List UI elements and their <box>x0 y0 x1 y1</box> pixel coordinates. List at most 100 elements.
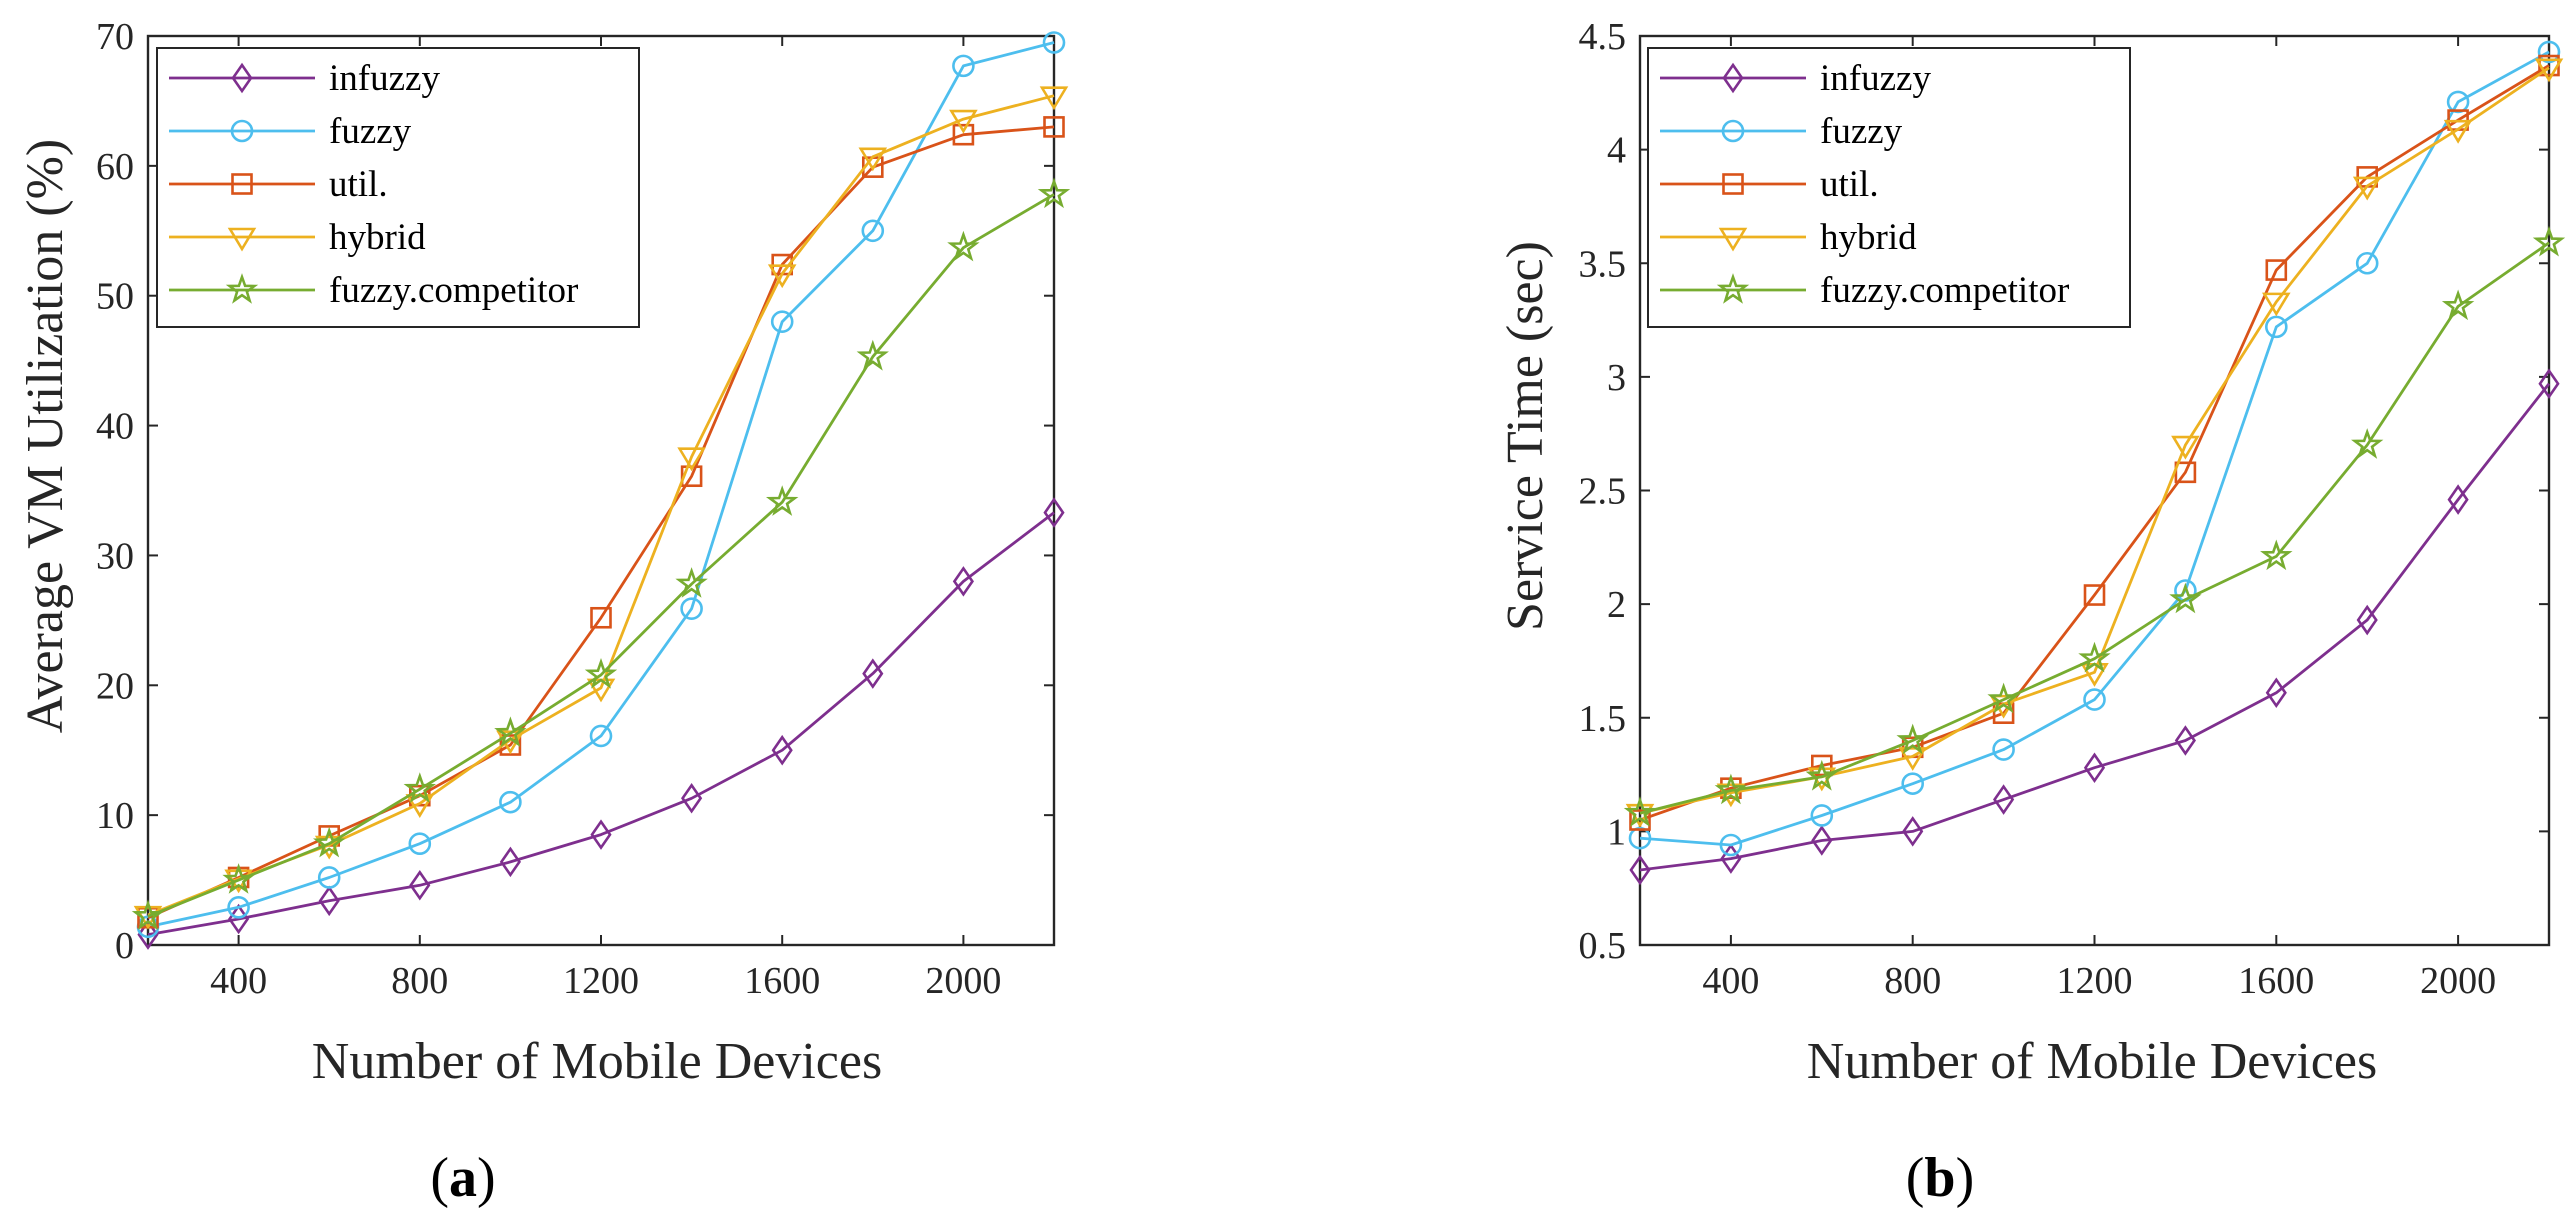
chart-panel-b: 400 800 1200 1600 2000 0.5 1 1.5 2 2.5 3 3.5 4 4.5 inf… <box>1497 16 2566 1209</box>
plot-area: 400 800 1200 1600 2000 0 10 20 30 40 50 60 70 infuzzy… <box>96 16 1071 1002</box>
legend-box <box>156 47 640 328</box>
legend-item: infuzzy <box>169 58 440 99</box>
data-point <box>1810 804 1834 827</box>
data-point <box>675 567 708 598</box>
legend-box <box>1647 47 2131 328</box>
y-tick-label: 0 <box>115 925 134 967</box>
panel-label-close: ) <box>477 1147 496 1209</box>
legend-marker <box>1716 273 1750 304</box>
data-point <box>680 597 703 620</box>
panel-label: (a) <box>430 1147 495 1209</box>
data-point <box>1042 31 1066 54</box>
data-point <box>2083 584 2106 606</box>
legend-item: fuzzy.competitor <box>169 270 578 311</box>
legend-marker <box>225 273 259 304</box>
x-tick-label: 1200 <box>563 960 639 1002</box>
data-point <box>2351 428 2384 459</box>
x-tick-label: 2000 <box>925 960 1001 1002</box>
x-tick-label: 800 <box>1884 960 1941 1002</box>
data-point <box>1719 833 1743 857</box>
data-point <box>861 219 885 243</box>
data-point <box>1898 747 1927 771</box>
y-tick-label: 1 <box>1607 811 1626 853</box>
legend-label: fuzzy.competitor <box>329 270 578 311</box>
data-point <box>1714 773 1748 805</box>
data-point <box>312 826 346 858</box>
y-tick-label: 40 <box>96 406 134 448</box>
data-point <box>1629 809 1651 831</box>
data-point <box>2265 259 2288 281</box>
data-point <box>2537 40 2561 64</box>
data-point <box>2532 225 2566 257</box>
data-point <box>677 447 706 472</box>
legend-marker <box>231 62 253 94</box>
data-point <box>2447 484 2469 515</box>
legend-marker <box>1722 62 1744 94</box>
data-point <box>952 566 974 597</box>
legend-marker <box>230 119 254 143</box>
y-tick-label: 20 <box>96 665 134 707</box>
data-point <box>137 919 159 950</box>
data-point <box>862 658 884 689</box>
data-point <box>494 716 527 748</box>
data-point <box>2355 251 2379 275</box>
data-point <box>2169 582 2202 614</box>
data-point <box>408 832 432 856</box>
data-point <box>1992 738 2015 761</box>
data-point <box>2262 292 2291 317</box>
legend-item: util. <box>169 164 388 205</box>
legend-label: hybrid <box>1820 217 1917 258</box>
data-point <box>586 678 616 703</box>
panel-label-close: ) <box>1956 1147 1975 1209</box>
data-point <box>403 772 437 803</box>
data-point <box>2078 641 2111 673</box>
series-fuzzy <box>136 31 1066 939</box>
y-tick-label: 1.5 <box>1579 698 1627 740</box>
y-tick-label: 4.5 <box>1579 16 1627 58</box>
data-point <box>1629 854 1651 886</box>
data-point <box>2265 315 2288 339</box>
data-point <box>318 885 340 917</box>
legend-label: infuzzy <box>329 58 440 99</box>
chart-panel-a: 400 800 1200 1600 2000 0 10 20 30 40 50 60 70 infuzzy… <box>17 16 1071 1209</box>
y-tick-label: 50 <box>96 276 134 318</box>
data-point <box>858 147 888 172</box>
legend-label: fuzzy <box>329 111 412 152</box>
data-point <box>765 485 799 516</box>
x-tick-label: 400 <box>210 960 267 1002</box>
data-point <box>222 863 255 894</box>
data-point <box>2171 435 2200 460</box>
legend-marker <box>227 227 257 252</box>
data-point <box>590 606 612 629</box>
legend-label: util. <box>329 164 388 205</box>
legend-label: hybrid <box>329 217 426 258</box>
y-tick-label: 30 <box>96 535 134 577</box>
panel-label-open: ( <box>430 1147 449 1209</box>
data-point <box>409 869 431 901</box>
x-axis-label: Number of Mobile Devices <box>312 1033 882 1090</box>
data-point <box>1811 825 1833 856</box>
data-point <box>767 264 797 289</box>
x-tick-label: 1200 <box>2057 960 2133 1002</box>
data-point <box>584 657 618 689</box>
series-infuzzy <box>137 497 1065 950</box>
y-tick-label: 70 <box>96 16 134 58</box>
legend: infuzzy fuzzy util. hybrid fuzzy.competitor <box>156 47 640 328</box>
legend-label: util. <box>1820 164 1879 205</box>
panel-label-letter: b <box>1924 1147 1955 1209</box>
y-tick-label: 3 <box>1607 357 1626 399</box>
y-tick-label: 3.5 <box>1579 243 1627 285</box>
y-tick-label: 2.5 <box>1579 471 1627 513</box>
legend-item: hybrid <box>169 217 426 258</box>
series-line <box>147 125 1055 919</box>
data-point <box>1896 723 1929 755</box>
y-tick-label: 0.5 <box>1579 925 1627 967</box>
x-tick-label: 1600 <box>2238 960 2314 1002</box>
data-point <box>2443 119 2473 144</box>
legend-marker <box>1722 173 1744 195</box>
legend-item: util. <box>1660 164 1879 205</box>
panel-label-letter: a <box>449 1147 477 1209</box>
y-tick-label: 4 <box>1607 130 1626 172</box>
series-line <box>147 41 1055 929</box>
